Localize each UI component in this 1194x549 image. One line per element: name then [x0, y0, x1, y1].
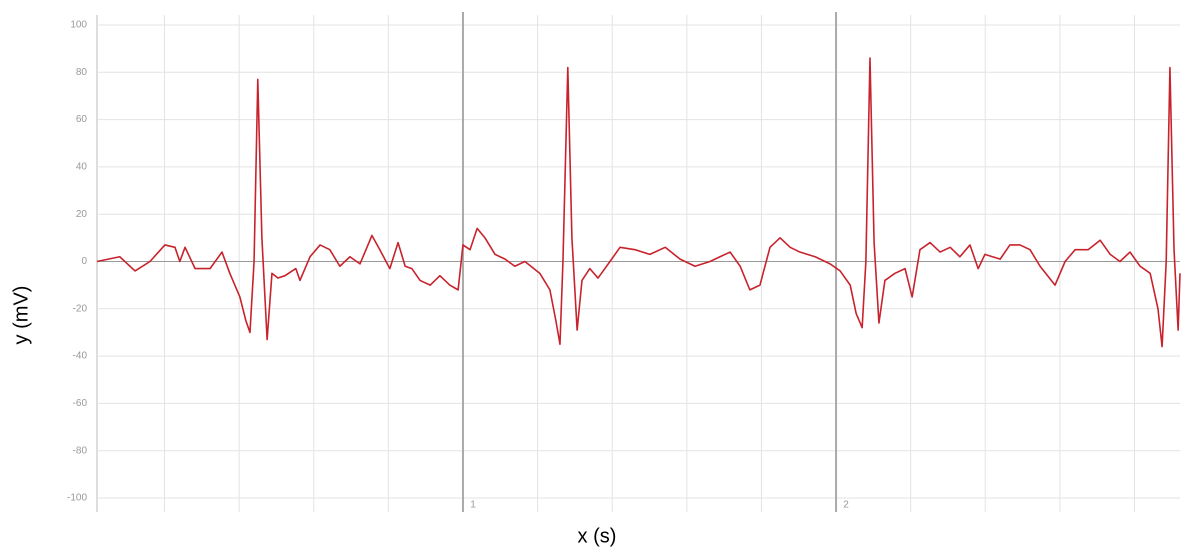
y-tick-label: 20 — [76, 209, 88, 220]
y-tick-label: 100 — [70, 20, 87, 31]
y-tick-label: 60 — [76, 114, 88, 125]
x-axis-label: x (s) — [578, 525, 617, 547]
x-tick-label: 1 — [470, 500, 476, 511]
y-tick-label: -40 — [73, 351, 88, 362]
y-tick-label: -100 — [67, 493, 87, 504]
y-tick-label: -80 — [73, 445, 88, 456]
y-tick-label: 40 — [76, 162, 88, 173]
y-tick-label: -20 — [73, 303, 88, 314]
y-tick-label: -60 — [73, 398, 88, 409]
y-tick-label: 80 — [76, 67, 88, 78]
ecg-line — [96, 57, 1181, 348]
x-tick-label: 2 — [843, 500, 849, 511]
plot-area — [97, 15, 1180, 512]
y-tick-label: 0 — [81, 256, 87, 267]
y-axis-label: y (mV) — [10, 286, 32, 345]
